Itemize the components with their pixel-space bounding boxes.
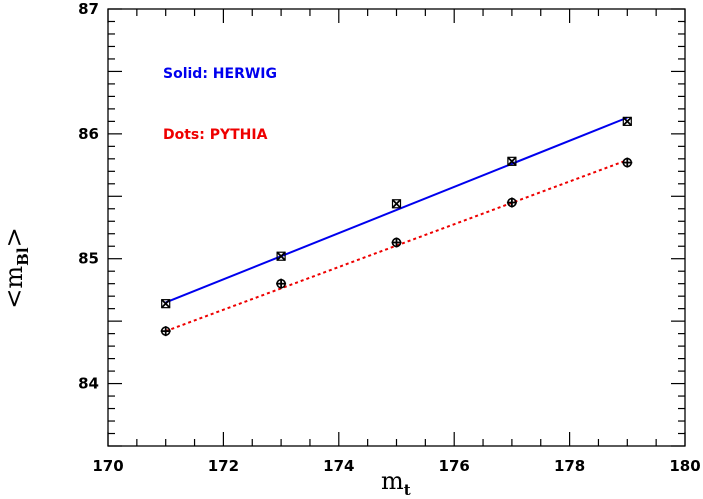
tick-labels: 170 172 174 176 178 180 84 85 86 87: [78, 0, 701, 475]
x-axis-label: mt: [381, 467, 411, 499]
x-axis-label-sub: t: [404, 481, 411, 499]
x-tick-label: 174: [323, 457, 354, 475]
data-markers: [160, 116, 633, 337]
data-point-pythia: [622, 157, 633, 168]
x-tick-label: 178: [554, 457, 585, 475]
data-point-herwig: [507, 156, 517, 166]
y-tick-label: 87: [78, 0, 99, 18]
fit-line-herwig: [165, 116, 628, 304]
y-tick-label: 84: [78, 375, 99, 393]
data-point-pythia: [276, 278, 287, 289]
x-tick-label: 170: [92, 457, 123, 475]
y-axis-label-main: <m: [0, 266, 28, 309]
data-point-pythia: [391, 237, 402, 248]
legend-pythia: Dots: PYTHIA: [163, 127, 268, 143]
y-axis-label-sub: Bl: [14, 247, 32, 266]
data-point-herwig: [622, 116, 632, 127]
data-point-pythia: [506, 197, 517, 208]
x-tick-label: 180: [669, 457, 700, 475]
x-tick-label: 176: [439, 457, 470, 475]
fit-lines: [165, 116, 628, 333]
data-point-pythia: [160, 326, 171, 337]
x-tick-label: 172: [208, 457, 239, 475]
legend-herwig: Solid: HERWIG: [163, 66, 277, 82]
y-tick-label: 86: [78, 125, 99, 143]
y-tick-label: 85: [78, 250, 99, 268]
data-point-herwig: [161, 299, 171, 309]
axis-ticks: [107, 8, 686, 447]
x-axis-label-main: m: [381, 467, 404, 495]
data-point-herwig: [276, 251, 286, 261]
y-axis-label: <mBl>: [0, 227, 32, 308]
y-axis-label-suffix: >: [0, 227, 28, 247]
data-point-herwig: [391, 199, 402, 209]
